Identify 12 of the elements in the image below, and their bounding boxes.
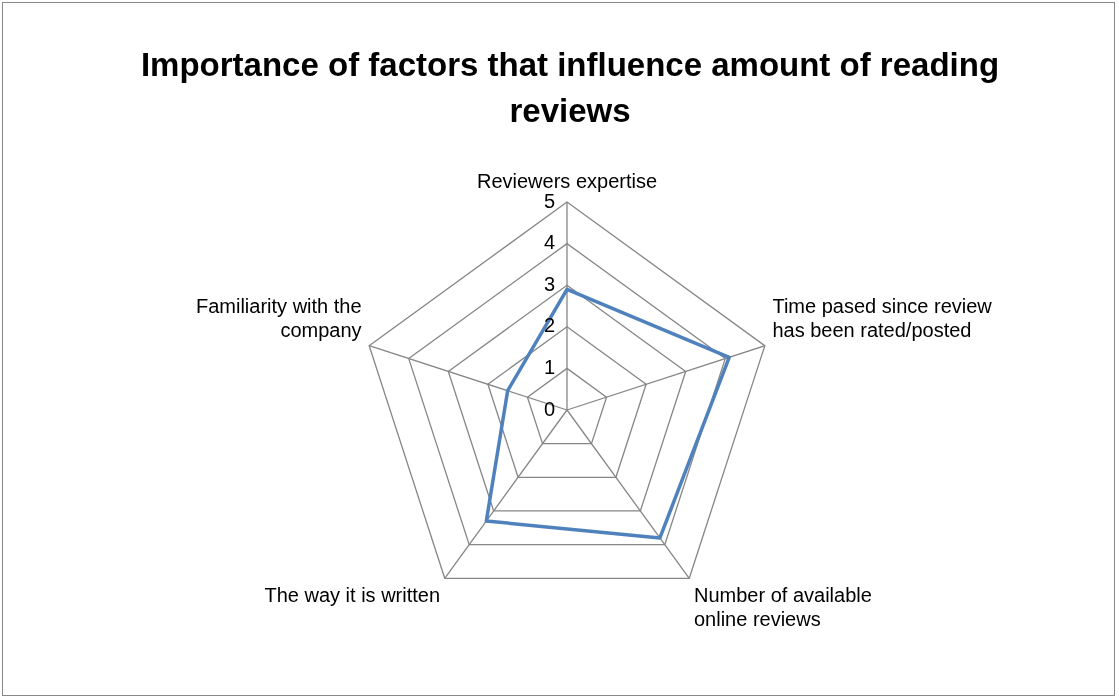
spoke-label: Time pased since review has been rated/posted — [772, 294, 993, 341]
spoke-label: Reviewers expertise — [476, 169, 658, 192]
y-tick-label: 1 — [543, 355, 555, 378]
y-tick-label: 0 — [543, 397, 555, 420]
y-tick-label: 5 — [543, 189, 555, 212]
spoke-label: Number of available online reviews — [693, 584, 872, 631]
spoke-label: Familiarity with the company — [195, 294, 362, 341]
y-tick-label: 4 — [543, 231, 555, 254]
y-tick-label: 3 — [543, 272, 555, 295]
spoke-label: The way it is written — [264, 584, 441, 607]
y-tick-label: 2 — [543, 314, 555, 337]
chart-title: Importance of factors that influence amount of reading reviews — [139, 45, 1001, 131]
